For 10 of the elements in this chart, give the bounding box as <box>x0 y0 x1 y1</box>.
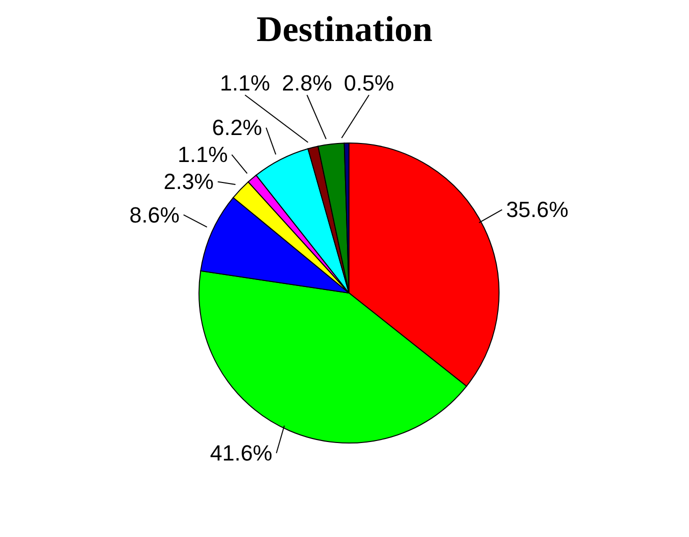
data-label: 1.1% <box>178 142 228 168</box>
data-label: 41.6% <box>210 440 272 466</box>
data-label: 35.6% <box>506 197 568 222</box>
chart-title: Destination <box>255 8 434 51</box>
data-label: 8.6% <box>129 202 180 228</box>
data-label: 6.2% <box>212 115 262 140</box>
data-label: 1.1% <box>220 70 270 96</box>
data-label: 0.5% <box>344 70 394 96</box>
data-label: 2.3% <box>164 169 214 194</box>
data-label: 2.8% <box>282 70 332 96</box>
